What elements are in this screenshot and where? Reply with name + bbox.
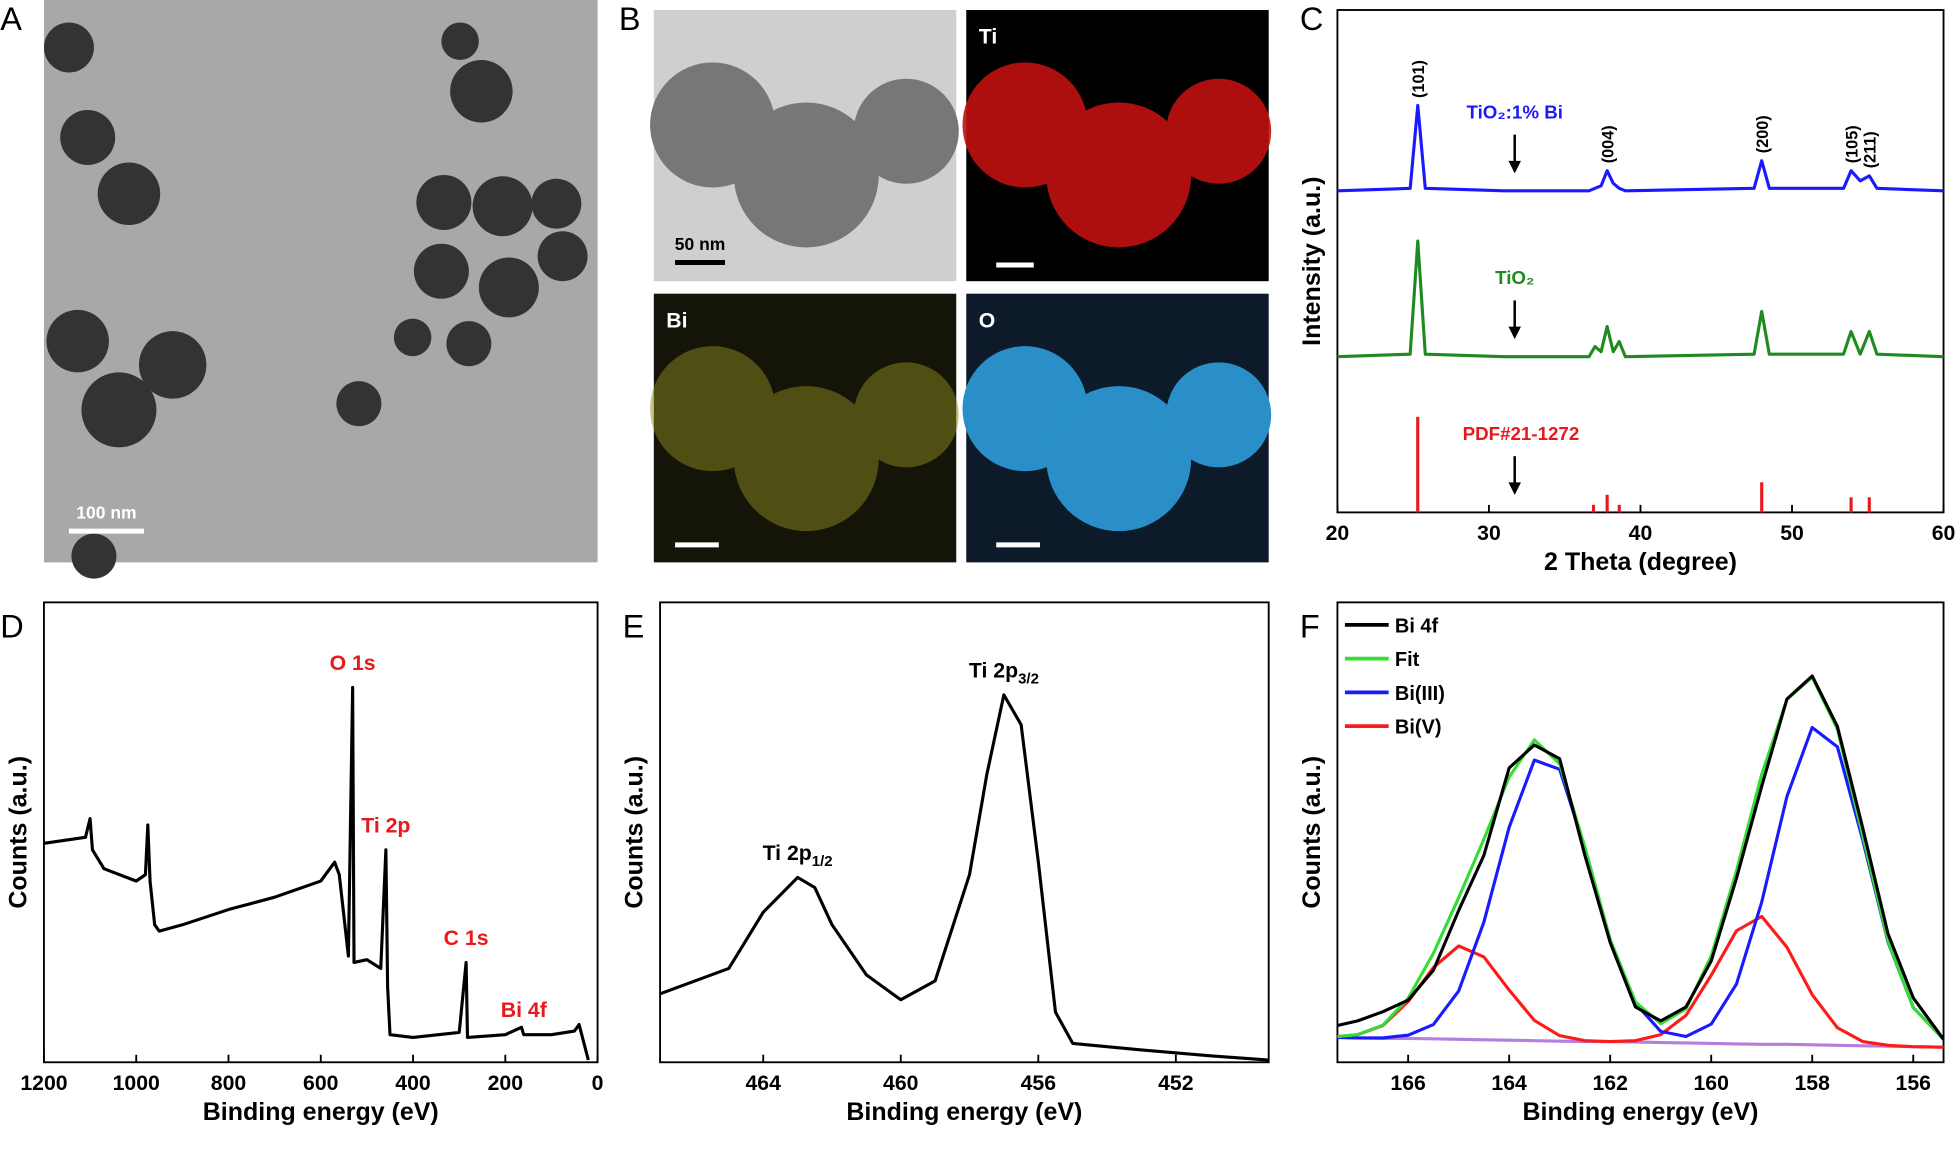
x-tick-label: 60 [1932, 521, 1956, 545]
x-tick-label: 30 [1477, 521, 1501, 545]
x-tick-label: 464 [746, 1071, 782, 1095]
x-tick-label: 1200 [20, 1071, 67, 1095]
peak-label: (004) [1599, 125, 1617, 163]
peak-label: (200) [1754, 115, 1772, 153]
x-tick-label: 160 [1693, 1071, 1728, 1095]
y-axis-label: Counts (a.u.) [4, 756, 32, 909]
plot-frame [659, 601, 1270, 1064]
map-label: O [979, 308, 996, 332]
y-axis-label: Intensity (a.u.) [1298, 177, 1326, 346]
panel-label: E [623, 608, 645, 644]
series-line [43, 685, 590, 1061]
x-tick-label: 800 [211, 1071, 246, 1095]
peak-label-text: Ti 2p [763, 841, 812, 865]
legend-label: Bi(III) [1395, 683, 1445, 705]
x-tick-label: 166 [1390, 1071, 1426, 1095]
series-label: PDF#21-1272 [1463, 423, 1580, 444]
series-label: TiO₂:1% Bi [1466, 101, 1562, 122]
legend-label: Fit [1395, 649, 1420, 671]
y-axis-label: Counts (a.u.) [621, 756, 649, 909]
x-tick-label: 164 [1491, 1071, 1527, 1095]
panel-label: C [1300, 1, 1323, 37]
peak-label: Bi 4f [501, 998, 548, 1022]
map-label: Ti [979, 25, 998, 49]
peak-label-text: O 1s [330, 651, 376, 675]
series-label: TiO₂ [1495, 267, 1534, 288]
x-tick-label: 200 [488, 1071, 523, 1095]
peak-label-text: Ti 2p [361, 813, 410, 837]
series-line [1337, 239, 1944, 359]
x-tick-label: 600 [303, 1071, 338, 1095]
x-axis-label: Binding energy (eV) [1522, 1098, 1758, 1126]
x-axis-label: Binding energy (eV) [203, 1098, 439, 1126]
arrow-head [1508, 326, 1521, 340]
x-tick-label: 456 [1021, 1071, 1057, 1095]
plot-frame [1336, 9, 1945, 514]
y-axis-label: Counts (a.u.) [1298, 756, 1326, 909]
x-tick-label: 156 [1896, 1071, 1932, 1095]
peak-label: Ti 2p1/2 [763, 841, 833, 870]
eds-images: 50 nm Ti Bi O [650, 9, 1272, 563]
panel-label: F [1300, 608, 1320, 644]
x-tick-label: 452 [1158, 1071, 1193, 1095]
peak-label-text: C 1s [444, 926, 489, 950]
x-tick-label: 1000 [113, 1071, 160, 1095]
x-tick-label: 50 [1780, 521, 1804, 545]
peak-label: Ti 2p3/2 [969, 658, 1039, 687]
peak-label: (211) [1862, 131, 1880, 168]
x-tick-label: 460 [883, 1071, 918, 1095]
peak-label: (105) [1843, 125, 1861, 163]
x-tick-label: 0 [592, 1071, 604, 1095]
x-tick-label: 20 [1326, 521, 1350, 545]
peak-label: (101) [1410, 60, 1428, 98]
x-tick-label: 162 [1592, 1071, 1627, 1095]
peak-label-sub: 1/2 [812, 853, 833, 870]
peak-label-text: Bi 4f [501, 998, 548, 1022]
x-axis-label: Binding energy (eV) [846, 1098, 1082, 1126]
scale-bar-label: 50 nm [675, 234, 726, 254]
plot-frame [1336, 601, 1945, 1064]
peak-label: O 1s [330, 651, 376, 675]
peak-label-text: Ti 2p [969, 658, 1018, 682]
legend-label: Bi(V) [1395, 717, 1442, 739]
series-line [659, 693, 1269, 1062]
x-axis-label: 2 Theta (degree) [1544, 548, 1737, 576]
x-tick-label: 40 [1629, 521, 1653, 545]
x-tick-label: 400 [395, 1071, 430, 1095]
panel-label: D [0, 608, 23, 644]
x-tick-label: 158 [1794, 1071, 1830, 1095]
peak-label: Ti 2p [361, 813, 410, 837]
arrow-head [1508, 482, 1521, 495]
map-label: Bi [666, 308, 687, 332]
legend-label: Bi 4f [1395, 615, 1439, 637]
series-line [1337, 674, 1945, 1041]
series-line [1337, 103, 1944, 193]
panel-label: A [0, 1, 22, 37]
tem-image: 100 nm [43, 0, 598, 579]
arrow-head [1508, 160, 1521, 174]
peak-label-sub: 3/2 [1018, 671, 1039, 688]
peak-label: C 1s [444, 926, 489, 950]
scale-bar-label: 100 nm [76, 503, 136, 523]
panel-label: B [619, 1, 641, 37]
